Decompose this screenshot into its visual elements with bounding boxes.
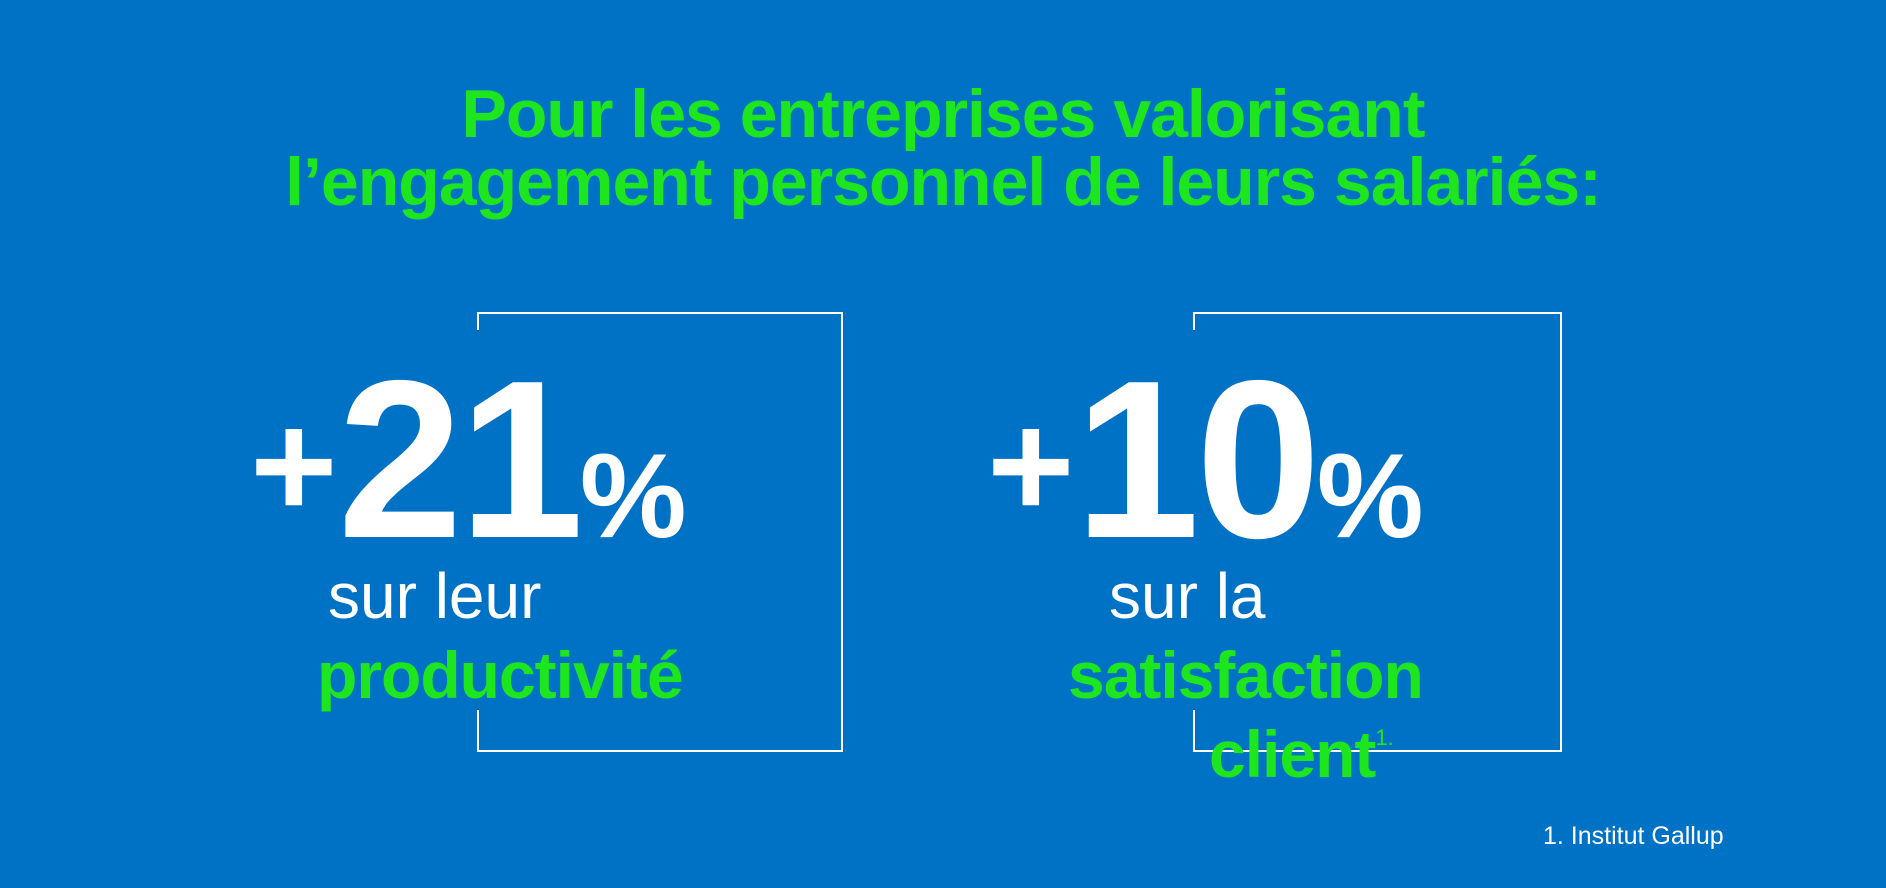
stat-productivity-line-1: sur leur xyxy=(328,560,542,632)
stat-productivity-value: +21% xyxy=(250,330,687,589)
stat-satisfaction-line-2: satisfaction xyxy=(1068,638,1424,712)
plus-sign: + xyxy=(250,381,338,549)
stat-satisfaction-line-3-text: client xyxy=(1209,717,1376,791)
source-footnote: 1. Institut Gallup xyxy=(1543,822,1724,850)
percent-sign: % xyxy=(1316,429,1424,563)
stat-satisfaction-line-1: sur la xyxy=(1109,560,1266,632)
stat-satisfaction-value: +10% xyxy=(987,330,1424,589)
footnote-reference: 1. xyxy=(1375,725,1394,750)
frame-gap xyxy=(470,330,484,710)
headline-line-1: Pour les entreprises valorisant xyxy=(461,76,1426,152)
headline: Pour les entreprises valorisant l’engage… xyxy=(0,80,1886,216)
stat-productivity-line-2: productivité xyxy=(317,638,684,712)
stat-satisfaction-line-3: client1. xyxy=(1209,716,1394,792)
frame-gap xyxy=(1186,330,1200,710)
percent-sign: % xyxy=(579,429,687,563)
stat-number: 21 xyxy=(337,333,584,585)
headline-line-2: l’engagement personnel de leurs salariés… xyxy=(285,144,1602,220)
plus-sign: + xyxy=(987,381,1075,549)
stat-number: 10 xyxy=(1074,333,1321,585)
